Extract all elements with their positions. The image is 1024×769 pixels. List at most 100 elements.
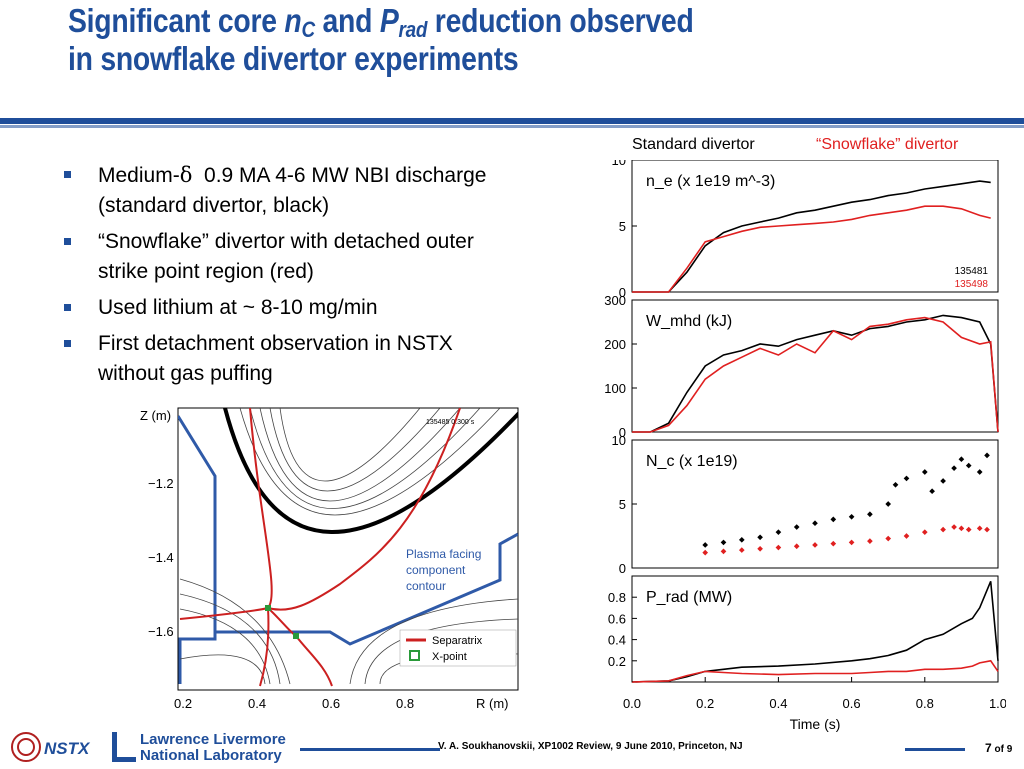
time-axis: 0.0 0.2 0.4 0.6 0.8 1.0 Time (s) — [623, 677, 1006, 732]
scatter-point — [940, 478, 946, 484]
x-tick-label: 0.6 — [843, 696, 861, 711]
panel-frame — [631, 299, 999, 433]
snowflake-series-line — [632, 316, 999, 433]
scatter-point — [702, 549, 709, 556]
flux-line — [279, 408, 421, 482]
diagram-legend: Separatrix X-point — [399, 629, 517, 667]
title-line-2: in snowflake divertor experiments — [68, 40, 519, 77]
separatrix-inner-leg — [259, 607, 270, 687]
nstx-logo-ring — [11, 732, 41, 762]
z-axis-label: Z (m) — [140, 408, 171, 423]
xpoint-marker — [293, 633, 299, 639]
y-tick-label: 0 — [619, 561, 626, 576]
z-tick: −1.6 — [148, 624, 174, 639]
llnl-name-1: Lawrence Livermore — [140, 731, 286, 748]
bullet-text: (standard divertor, black) — [98, 194, 330, 217]
flux-line — [179, 593, 281, 685]
bullet-item: First detachment observation in NSTX wit… — [60, 329, 580, 389]
title-divider — [0, 118, 1024, 124]
footer-rule — [300, 748, 440, 751]
llnl-logo-text: Lawrence Livermore National Laboratory — [140, 732, 286, 764]
delta-symbol: δ — [179, 163, 193, 187]
x-tick-label: 1.0 — [989, 696, 1006, 711]
scatter-point — [951, 524, 957, 530]
scatter-point — [793, 543, 800, 550]
panels-group: n_e (x 1e19 m^-3) 10 5 0 135481 135498 W_mhd (… — [604, 160, 999, 683]
shot-label: 135485 0.300 s — [426, 419, 475, 426]
llnl-logo-icon — [112, 732, 136, 762]
y-tick-label: 0.4 — [608, 633, 626, 648]
nstx-logo-icon: NSTX — [11, 732, 91, 762]
y-tick-label: 0 — [619, 285, 626, 300]
panel-title: N_c (x 1e19) — [646, 453, 738, 470]
flux-line — [179, 608, 271, 685]
y-tick-label: 300 — [604, 293, 626, 308]
pfc-wall-right — [213, 532, 518, 646]
bullet-square-icon — [64, 340, 71, 347]
y-tick-label: 5 — [619, 219, 626, 234]
xpoint-legend-label: X-point — [432, 651, 467, 663]
title-nc: n — [284, 2, 302, 39]
bullet-square-icon — [64, 238, 71, 245]
title-text: Significant core — [68, 2, 285, 39]
scatter-point — [775, 544, 782, 551]
pfc-label: contour — [406, 579, 446, 593]
shot-number-label: 135498 — [955, 279, 989, 290]
y-tick-label: 5 — [619, 497, 626, 512]
y-tick-label: 0 — [619, 425, 626, 440]
llnl-name-2: National Laboratory — [140, 747, 282, 764]
scatter-point — [958, 525, 965, 532]
scatter-point — [903, 533, 910, 539]
r-tick: 0.4 — [248, 696, 266, 711]
snowflake-series-line — [631, 659, 999, 683]
footer-citation: V. A. Soukhanovskii, XP1002 Review, 9 Ju… — [438, 741, 743, 752]
z-tick: −1.2 — [148, 476, 174, 491]
y-tick-label: 200 — [604, 337, 626, 352]
bullet-text: First detachment observation in NSTX — [98, 332, 453, 355]
pfc-label: Plasma facing — [406, 547, 481, 561]
scatter-point — [965, 462, 972, 469]
scatter-point — [903, 475, 910, 482]
scatter-point — [757, 545, 763, 552]
bullet-item: Used lithium at ~ 8-10 mg/min — [60, 293, 580, 323]
page-total: 9 — [1006, 744, 1013, 755]
x-axis-label: Time (s) — [790, 716, 841, 732]
flux-line — [349, 598, 518, 685]
snowflake-series-line — [632, 205, 991, 293]
x-tick-label: 0.0 — [623, 696, 641, 711]
flux-line — [239, 408, 501, 516]
scatter-point — [940, 526, 946, 533]
x-tick-label: 0.2 — [696, 696, 714, 711]
scatter-point — [757, 534, 763, 541]
title-line-1: Significant core nC and Prad reduction o… — [68, 2, 876, 41]
flux-line-bold — [223, 408, 518, 534]
flux-line — [269, 408, 441, 492]
slide-title: Significant core nC and Prad reduction o… — [68, 2, 876, 78]
flux-surfaces — [178, 408, 518, 687]
nstx-logo-ring-inner — [17, 738, 35, 756]
panel-frame — [631, 160, 999, 293]
page-number: 7 of 9 — [985, 741, 1012, 755]
flux-line — [179, 578, 291, 685]
scatter-point — [867, 538, 873, 544]
scatter-point — [885, 501, 892, 507]
flux-line — [249, 408, 481, 509]
bullet-square-icon — [64, 304, 71, 311]
bullet-text: Medium- — [98, 164, 180, 187]
bullet-text: “Snowflake” divertor with detached outer — [98, 230, 474, 253]
y-tick-label: 10 — [612, 160, 626, 168]
panel-title: W_mhd (kJ) — [646, 313, 732, 330]
scatter-point — [848, 513, 855, 520]
r-tick: 0.8 — [396, 696, 414, 711]
scatter-point — [812, 520, 818, 527]
pfc-label: component — [406, 563, 466, 577]
footer-rule — [905, 748, 965, 751]
r-tick: 0.2 — [174, 696, 192, 711]
scatter-point — [812, 542, 818, 548]
y-tick-label: 10 — [612, 433, 626, 448]
scatter-point — [867, 511, 873, 518]
z-tick: −1.4 — [148, 550, 174, 565]
scatter-point — [848, 539, 855, 546]
y-tick-label: 100 — [604, 381, 626, 396]
page-current: 7 — [985, 741, 992, 755]
